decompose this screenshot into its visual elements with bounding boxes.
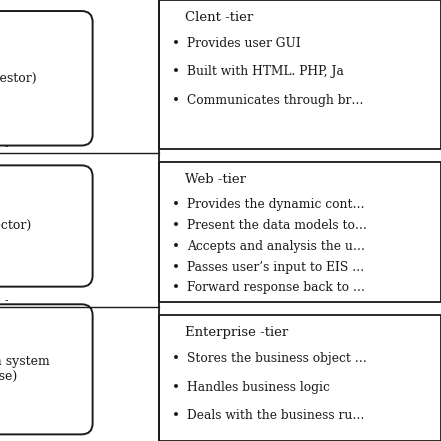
Text: Enterprise -tier: Enterprise -tier (185, 326, 288, 339)
Bar (159, 315, 441, 441)
Text: Forward response back to …: Forward response back to … (187, 281, 366, 294)
Text: •: • (172, 381, 180, 395)
Text: •: • (172, 37, 180, 51)
FancyBboxPatch shape (0, 304, 93, 434)
Text: Clent -tier: Clent -tier (185, 11, 254, 24)
Text: •: • (172, 94, 180, 108)
Text: Passes user’s input to EIS …: Passes user’s input to EIS … (187, 261, 365, 273)
Text: Web -tier: Web -tier (185, 173, 246, 186)
Text: •: • (172, 198, 180, 213)
Text: Present the data models to…: Present the data models to… (187, 219, 367, 232)
Text: Built with HTML. PHP, Ja: Built with HTML. PHP, Ja (187, 65, 344, 78)
Bar (159, 162, 441, 302)
Text: •: • (172, 409, 180, 423)
Text: Communicates through br…: Communicates through br… (187, 94, 364, 107)
Text: Deals with the business ru…: Deals with the business ru… (187, 409, 365, 422)
Text: -: - (4, 141, 8, 151)
Text: •: • (172, 219, 180, 233)
Text: •: • (172, 65, 180, 79)
Text: Accepts and analysis the u…: Accepts and analysis the u… (187, 240, 366, 253)
Text: rmation system
base): rmation system base) (0, 355, 50, 383)
Text: onnector): onnector) (0, 220, 32, 232)
Bar (159, 0, 441, 149)
Text: •: • (172, 240, 180, 254)
Text: Provides the dynamic cont…: Provides the dynamic cont… (187, 198, 365, 211)
Text: Handles business logic: Handles business logic (187, 381, 330, 393)
Text: Provides user GUI: Provides user GUI (187, 37, 301, 49)
FancyBboxPatch shape (0, 11, 93, 146)
Text: •: • (172, 352, 180, 366)
Text: •: • (172, 261, 180, 275)
Text: •: • (172, 281, 180, 295)
Text: -: - (4, 295, 8, 305)
Text: (requestor): (requestor) (0, 72, 37, 85)
Text: Stores the business object …: Stores the business object … (187, 352, 367, 365)
FancyBboxPatch shape (0, 165, 93, 287)
